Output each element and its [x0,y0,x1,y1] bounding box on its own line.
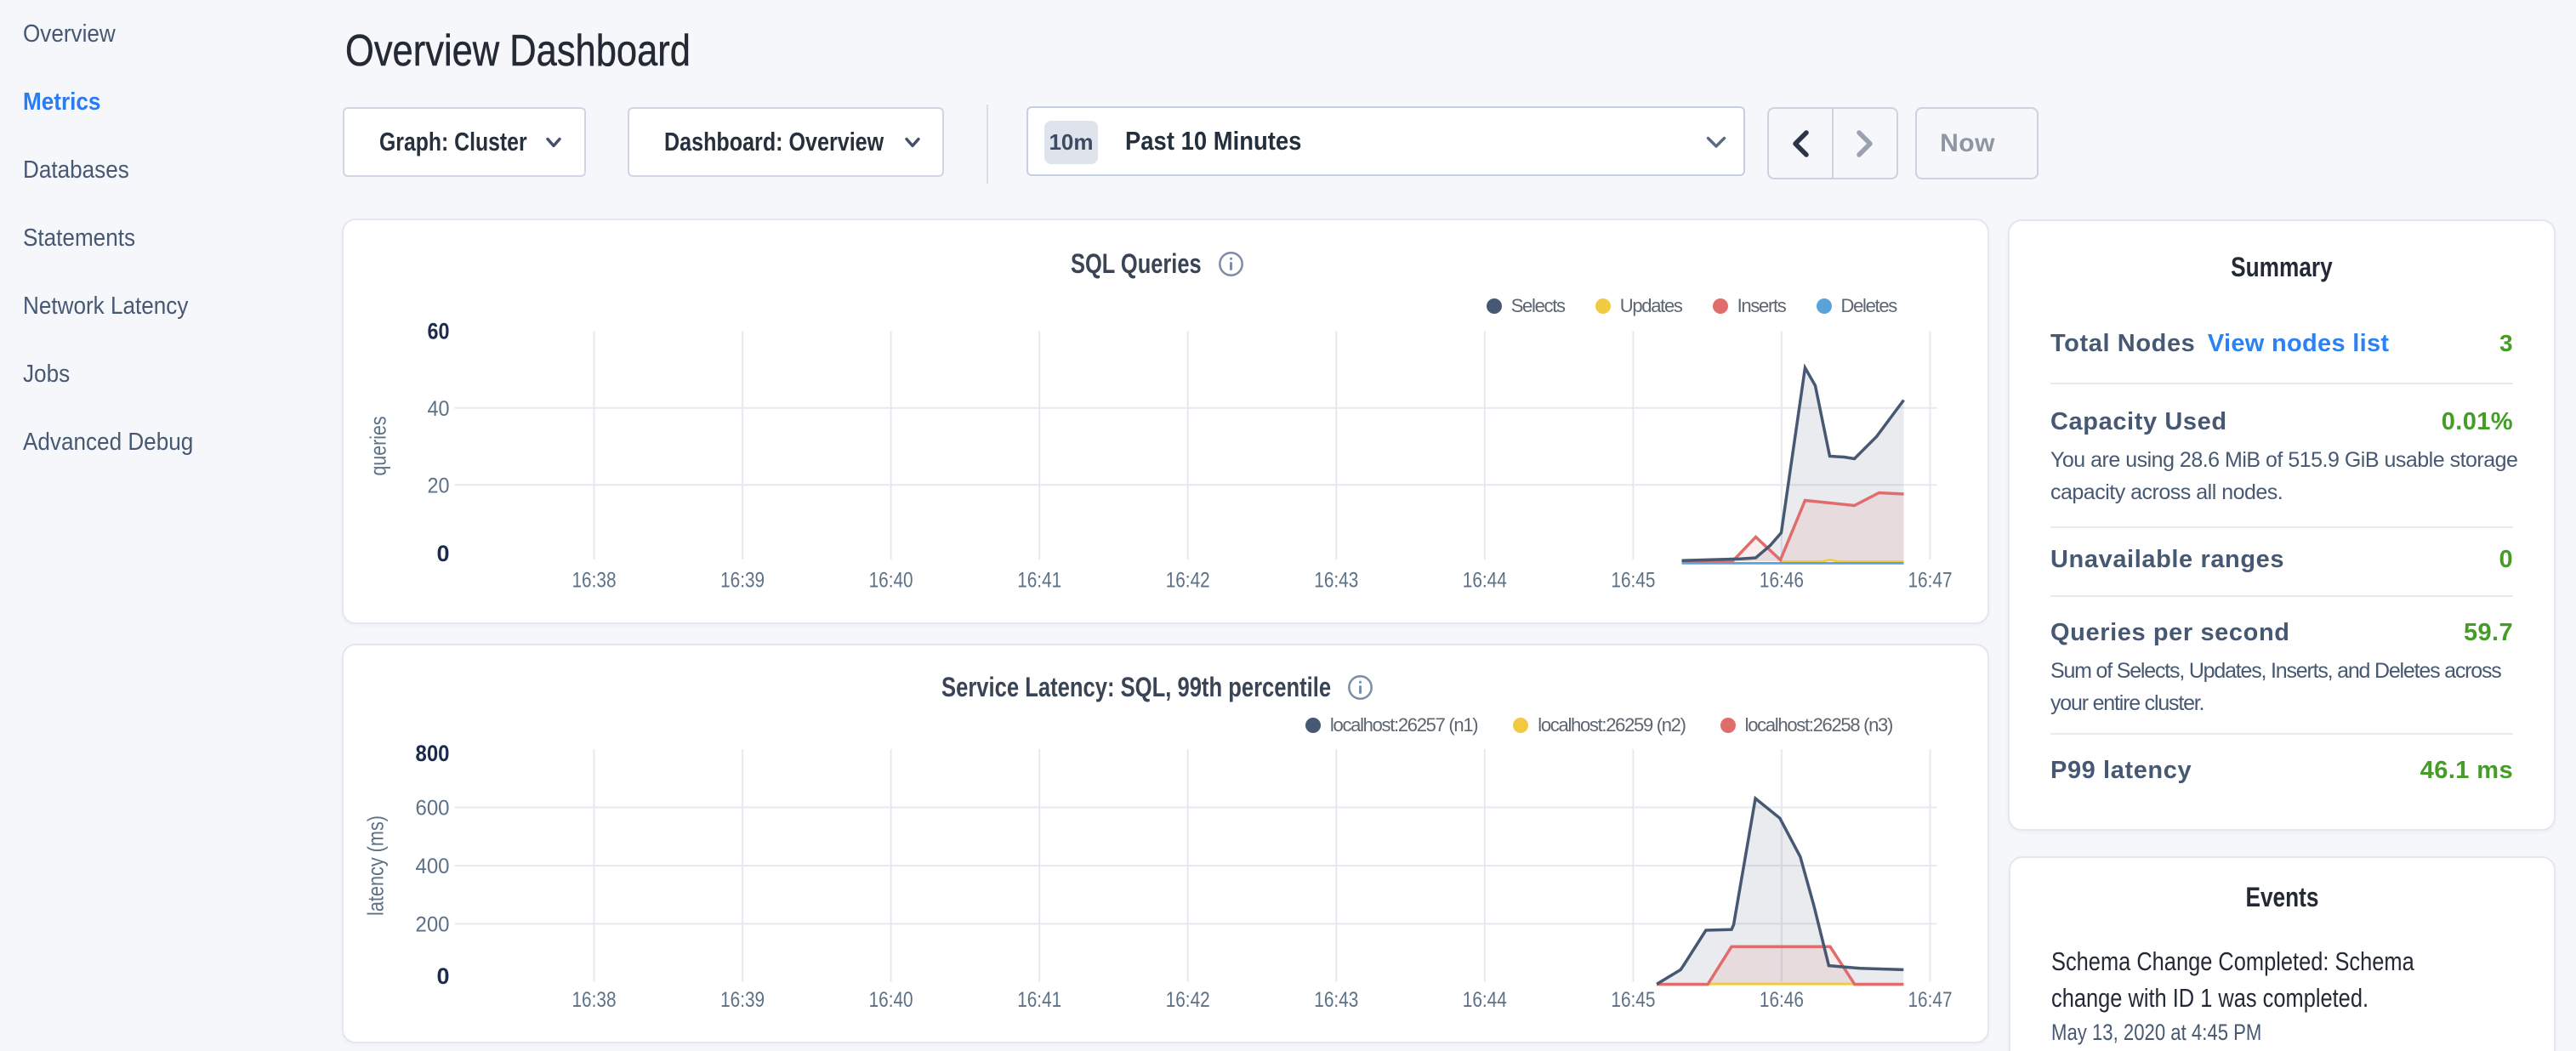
svg-text:16:45: 16:45 [1611,988,1655,1012]
svg-text:40: 40 [428,397,450,421]
svg-text:16:47: 16:47 [1908,988,1953,1012]
svg-text:16:39: 16:39 [720,988,765,1012]
svg-text:16:43: 16:43 [1314,569,1358,593]
svg-text:latency (ms): latency (ms) [363,815,389,916]
svg-text:16:38: 16:38 [572,569,617,593]
svg-text:60: 60 [428,319,450,344]
svg-text:16:46: 16:46 [1760,988,1804,1012]
svg-text:16:43: 16:43 [1314,988,1358,1012]
svg-text:16:38: 16:38 [572,988,617,1012]
svg-text:800: 800 [416,741,450,766]
svg-text:400: 400 [416,855,450,878]
svg-text:16:39: 16:39 [720,569,765,593]
svg-text:16:47: 16:47 [1908,569,1953,593]
svg-text:0: 0 [436,963,449,989]
svg-text:16:40: 16:40 [869,988,913,1012]
svg-text:16:46: 16:46 [1760,569,1804,593]
svg-text:200: 200 [416,912,450,936]
svg-text:20: 20 [428,474,450,497]
svg-text:16:44: 16:44 [1463,988,1507,1012]
svg-text:queries: queries [366,417,391,476]
svg-text:600: 600 [416,797,450,821]
svg-text:16:41: 16:41 [1017,569,1061,593]
svg-text:16:44: 16:44 [1463,569,1507,593]
svg-text:16:42: 16:42 [1166,988,1210,1012]
svg-text:16:40: 16:40 [869,569,913,593]
svg-text:16:45: 16:45 [1611,569,1655,593]
svg-text:16:41: 16:41 [1017,988,1061,1012]
svg-text:16:42: 16:42 [1166,569,1210,593]
svg-text:0: 0 [436,541,449,566]
